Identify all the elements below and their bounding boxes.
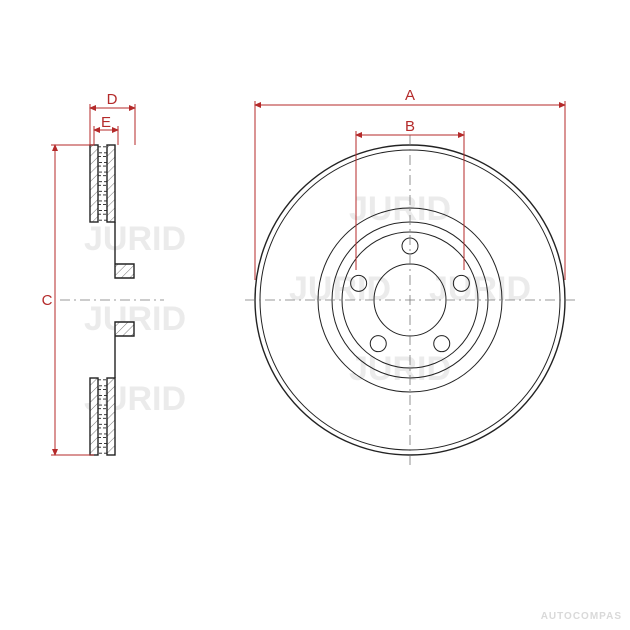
svg-text:A: A (405, 87, 415, 104)
svg-text:JURID: JURID (84, 220, 186, 258)
svg-text:D: D (107, 91, 118, 108)
svg-text:C: C (42, 292, 53, 309)
svg-text:JURID: JURID (349, 350, 451, 388)
svg-text:B: B (405, 118, 415, 135)
diagram-canvas: { "canvas": { "w": 630, "h": 630, "bg": … (0, 0, 630, 630)
technical-drawing-svg: JURIDJURIDJURIDJURIDJURIDJURIDJURIDABCDE (0, 0, 630, 630)
footer-watermark: AUTOCOMPAS (541, 611, 622, 622)
svg-text:E: E (101, 114, 111, 131)
svg-text:JURID: JURID (84, 300, 186, 338)
